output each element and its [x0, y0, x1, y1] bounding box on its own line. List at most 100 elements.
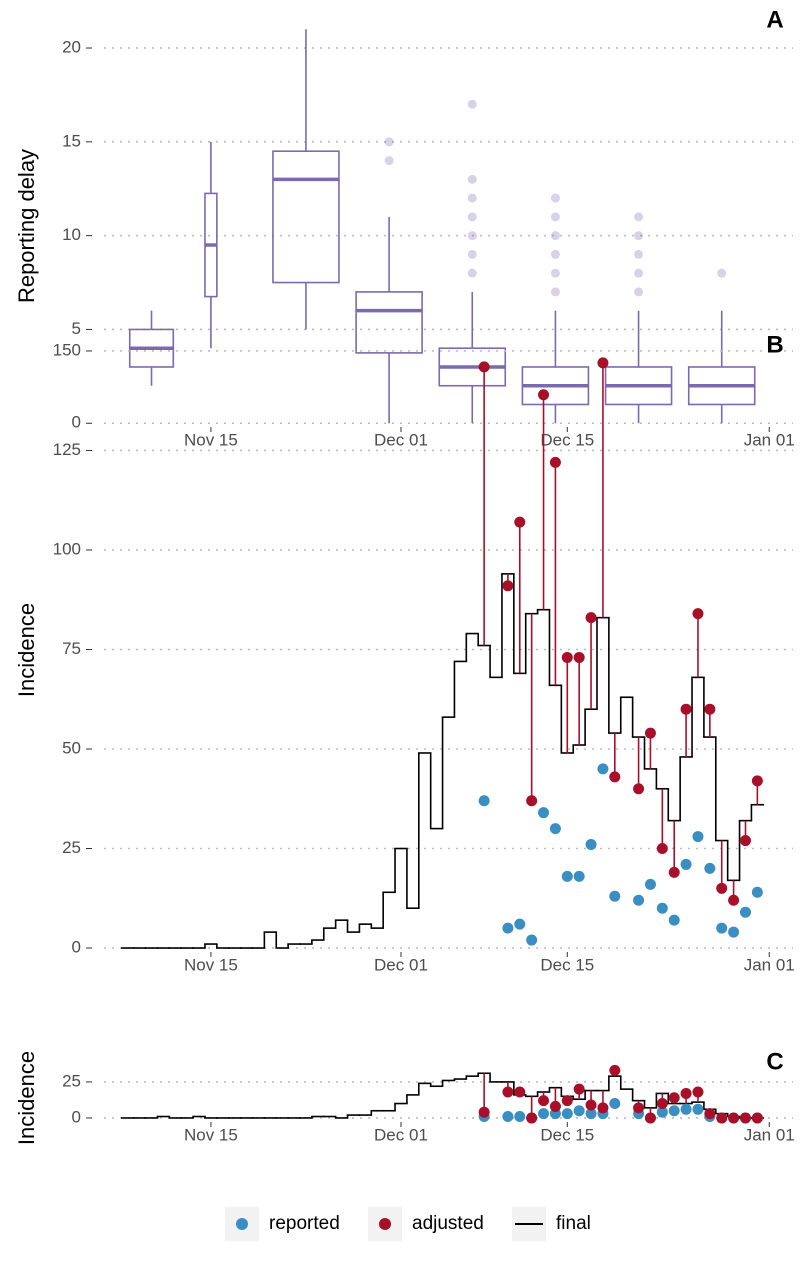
point — [609, 890, 621, 902]
outlier — [717, 268, 727, 278]
point — [668, 1092, 680, 1104]
point — [668, 866, 680, 878]
y-tick-label: 15 — [62, 131, 81, 150]
y-tick-label: 100 — [53, 539, 81, 558]
point — [561, 1108, 573, 1120]
point — [668, 914, 680, 926]
x-tick-label: Nov 15 — [184, 1125, 238, 1144]
outlier — [467, 231, 477, 241]
x-tick-label: Dec 01 — [374, 430, 428, 449]
y-axis-title: Incidence — [14, 603, 39, 697]
point — [538, 807, 550, 819]
outlier — [550, 249, 560, 259]
legend-symbol — [379, 1218, 391, 1230]
point — [502, 1111, 514, 1123]
point — [609, 771, 621, 783]
outlier — [550, 212, 560, 222]
y-tick-label: 150 — [53, 340, 81, 359]
outlier — [550, 268, 560, 278]
step-riser — [204, 573, 753, 949]
point — [728, 1112, 740, 1124]
point — [680, 1087, 692, 1099]
point — [573, 1083, 585, 1095]
point — [692, 831, 704, 843]
point — [526, 1112, 538, 1124]
point — [573, 870, 585, 882]
point — [526, 934, 538, 946]
point — [633, 783, 645, 795]
point — [549, 1100, 561, 1112]
point — [549, 823, 561, 835]
point — [739, 906, 751, 918]
box — [355, 291, 423, 354]
x-tick-label: Jan 01 — [744, 430, 795, 449]
point — [514, 918, 526, 930]
y-tick-label: 20 — [62, 38, 81, 57]
x-tick-label: Nov 15 — [184, 430, 238, 449]
outlier — [384, 137, 394, 147]
y-tick-label: 25 — [62, 838, 81, 857]
point — [680, 858, 692, 870]
point — [585, 839, 597, 851]
point — [609, 1098, 621, 1110]
outlier — [467, 174, 477, 184]
point — [561, 651, 573, 663]
x-tick-label: Dec 15 — [540, 955, 594, 974]
point — [680, 1103, 692, 1115]
point — [656, 843, 668, 855]
point — [644, 1112, 656, 1124]
point — [573, 1105, 585, 1117]
outlier — [467, 268, 477, 278]
point — [751, 886, 763, 898]
box — [272, 150, 340, 284]
point — [538, 1095, 550, 1107]
point — [751, 1112, 763, 1124]
point — [549, 456, 561, 468]
outlier — [550, 193, 560, 203]
point — [502, 922, 514, 934]
legend-label: adjusted — [412, 1213, 484, 1234]
outlier — [467, 99, 477, 109]
panel-label: A — [766, 6, 783, 33]
y-tick-label: 5 — [72, 319, 81, 338]
point — [502, 1086, 514, 1098]
outlier — [634, 287, 644, 297]
point — [597, 357, 609, 369]
point — [478, 1106, 490, 1118]
point — [656, 1098, 668, 1110]
x-tick-label: Jan 01 — [744, 1125, 795, 1144]
point — [644, 727, 656, 739]
outlier — [550, 287, 560, 297]
outlier — [634, 212, 644, 222]
y-tick-label: 75 — [62, 639, 81, 658]
point — [704, 1108, 716, 1120]
point — [728, 926, 740, 938]
y-tick-label: 10 — [62, 225, 81, 244]
point — [538, 389, 550, 401]
point — [716, 922, 728, 934]
x-tick-label: Jan 01 — [744, 955, 795, 974]
point — [728, 894, 740, 906]
panel-label: B — [766, 331, 783, 358]
point — [751, 775, 763, 787]
point — [526, 795, 538, 807]
point — [716, 1112, 728, 1124]
point — [739, 1112, 751, 1124]
x-tick-label: Dec 15 — [540, 1125, 594, 1144]
y-tick-label: 0 — [72, 1107, 81, 1126]
legend-label: final — [556, 1213, 591, 1234]
y-tick-label: 25 — [62, 1071, 81, 1090]
point — [739, 835, 751, 847]
point — [716, 882, 728, 894]
outlier — [384, 156, 394, 166]
outlier — [467, 212, 477, 222]
legend-label: reported — [269, 1213, 340, 1234]
point — [633, 1102, 645, 1114]
point — [502, 580, 514, 592]
point — [656, 1106, 668, 1118]
panel-label: C — [766, 1048, 783, 1075]
point — [656, 902, 668, 914]
x-tick-label: Dec 01 — [374, 955, 428, 974]
point — [561, 1095, 573, 1107]
